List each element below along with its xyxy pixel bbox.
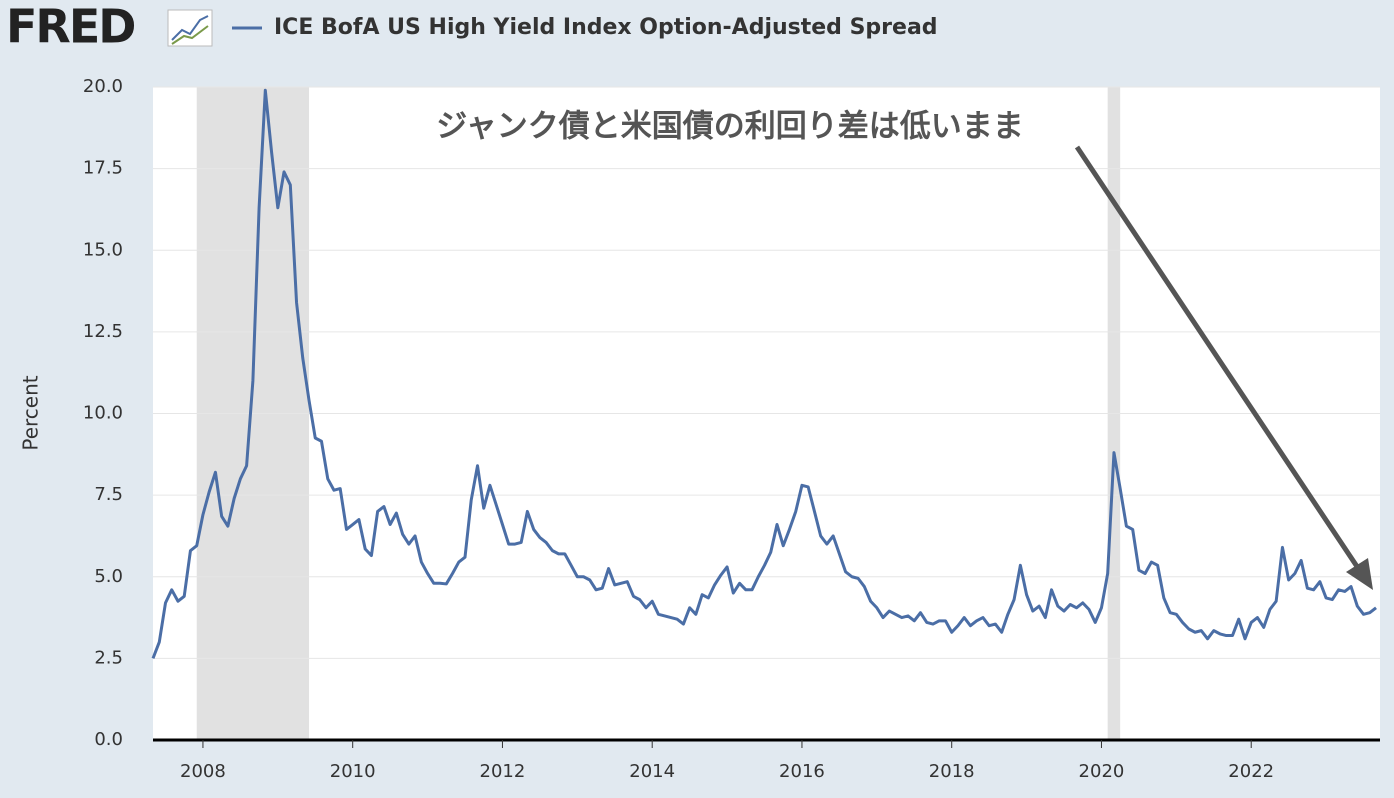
x-tick-label: 2008	[180, 761, 226, 782]
data-line	[151, 88, 1377, 659]
y-tick-label: 12.5	[83, 321, 123, 342]
y-tick-label: 7.5	[94, 484, 123, 505]
logo: FRED	[6, 0, 134, 54]
x-tick-label: 2018	[929, 761, 975, 782]
legend-label: ICE BofA US High Yield Index Option-Adju…	[274, 15, 938, 40]
annotation: ジャンク債と米国債の利回り差は低いまま	[436, 109, 1023, 145]
y-tick-label: 10.0	[83, 403, 123, 424]
y-tick-label: 5.0	[94, 566, 123, 587]
y-tick-label: 17.5	[83, 158, 123, 179]
x-tick-label: 2012	[480, 761, 526, 782]
x-tick-label: 2020	[1079, 761, 1125, 782]
x-tick-label: 2016	[779, 761, 825, 782]
annotation-arrow	[1074, 145, 1373, 590]
x-tick-label: 2014	[629, 761, 675, 782]
y-axis-label: Percent	[19, 375, 43, 450]
y-tick-label: 0.0	[94, 729, 123, 750]
x-tick-label: 2010	[330, 761, 376, 782]
x-tick-label: 2022	[1228, 761, 1274, 782]
y-tick-label: 15.0	[83, 239, 123, 260]
logo-icon	[167, 9, 213, 47]
y-tick-label: 20.0	[83, 76, 123, 97]
y-tick-label: 2.5	[94, 647, 123, 668]
